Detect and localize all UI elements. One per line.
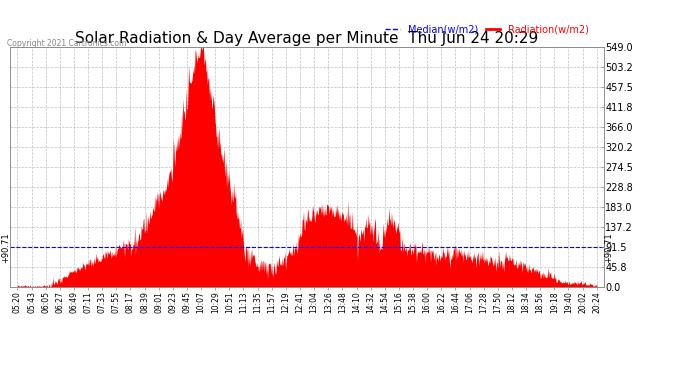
- Text: Copyright 2021 Cartronics.com: Copyright 2021 Cartronics.com: [7, 39, 126, 48]
- Title: Solar Radiation & Day Average per Minute  Thu Jun 24 20:29: Solar Radiation & Day Average per Minute…: [75, 31, 539, 46]
- Legend: Median(w/m2), Radiation(w/m2): Median(w/m2), Radiation(w/m2): [382, 21, 593, 38]
- Text: +90.71: +90.71: [1, 232, 10, 262]
- Text: +90.71: +90.71: [604, 232, 613, 262]
